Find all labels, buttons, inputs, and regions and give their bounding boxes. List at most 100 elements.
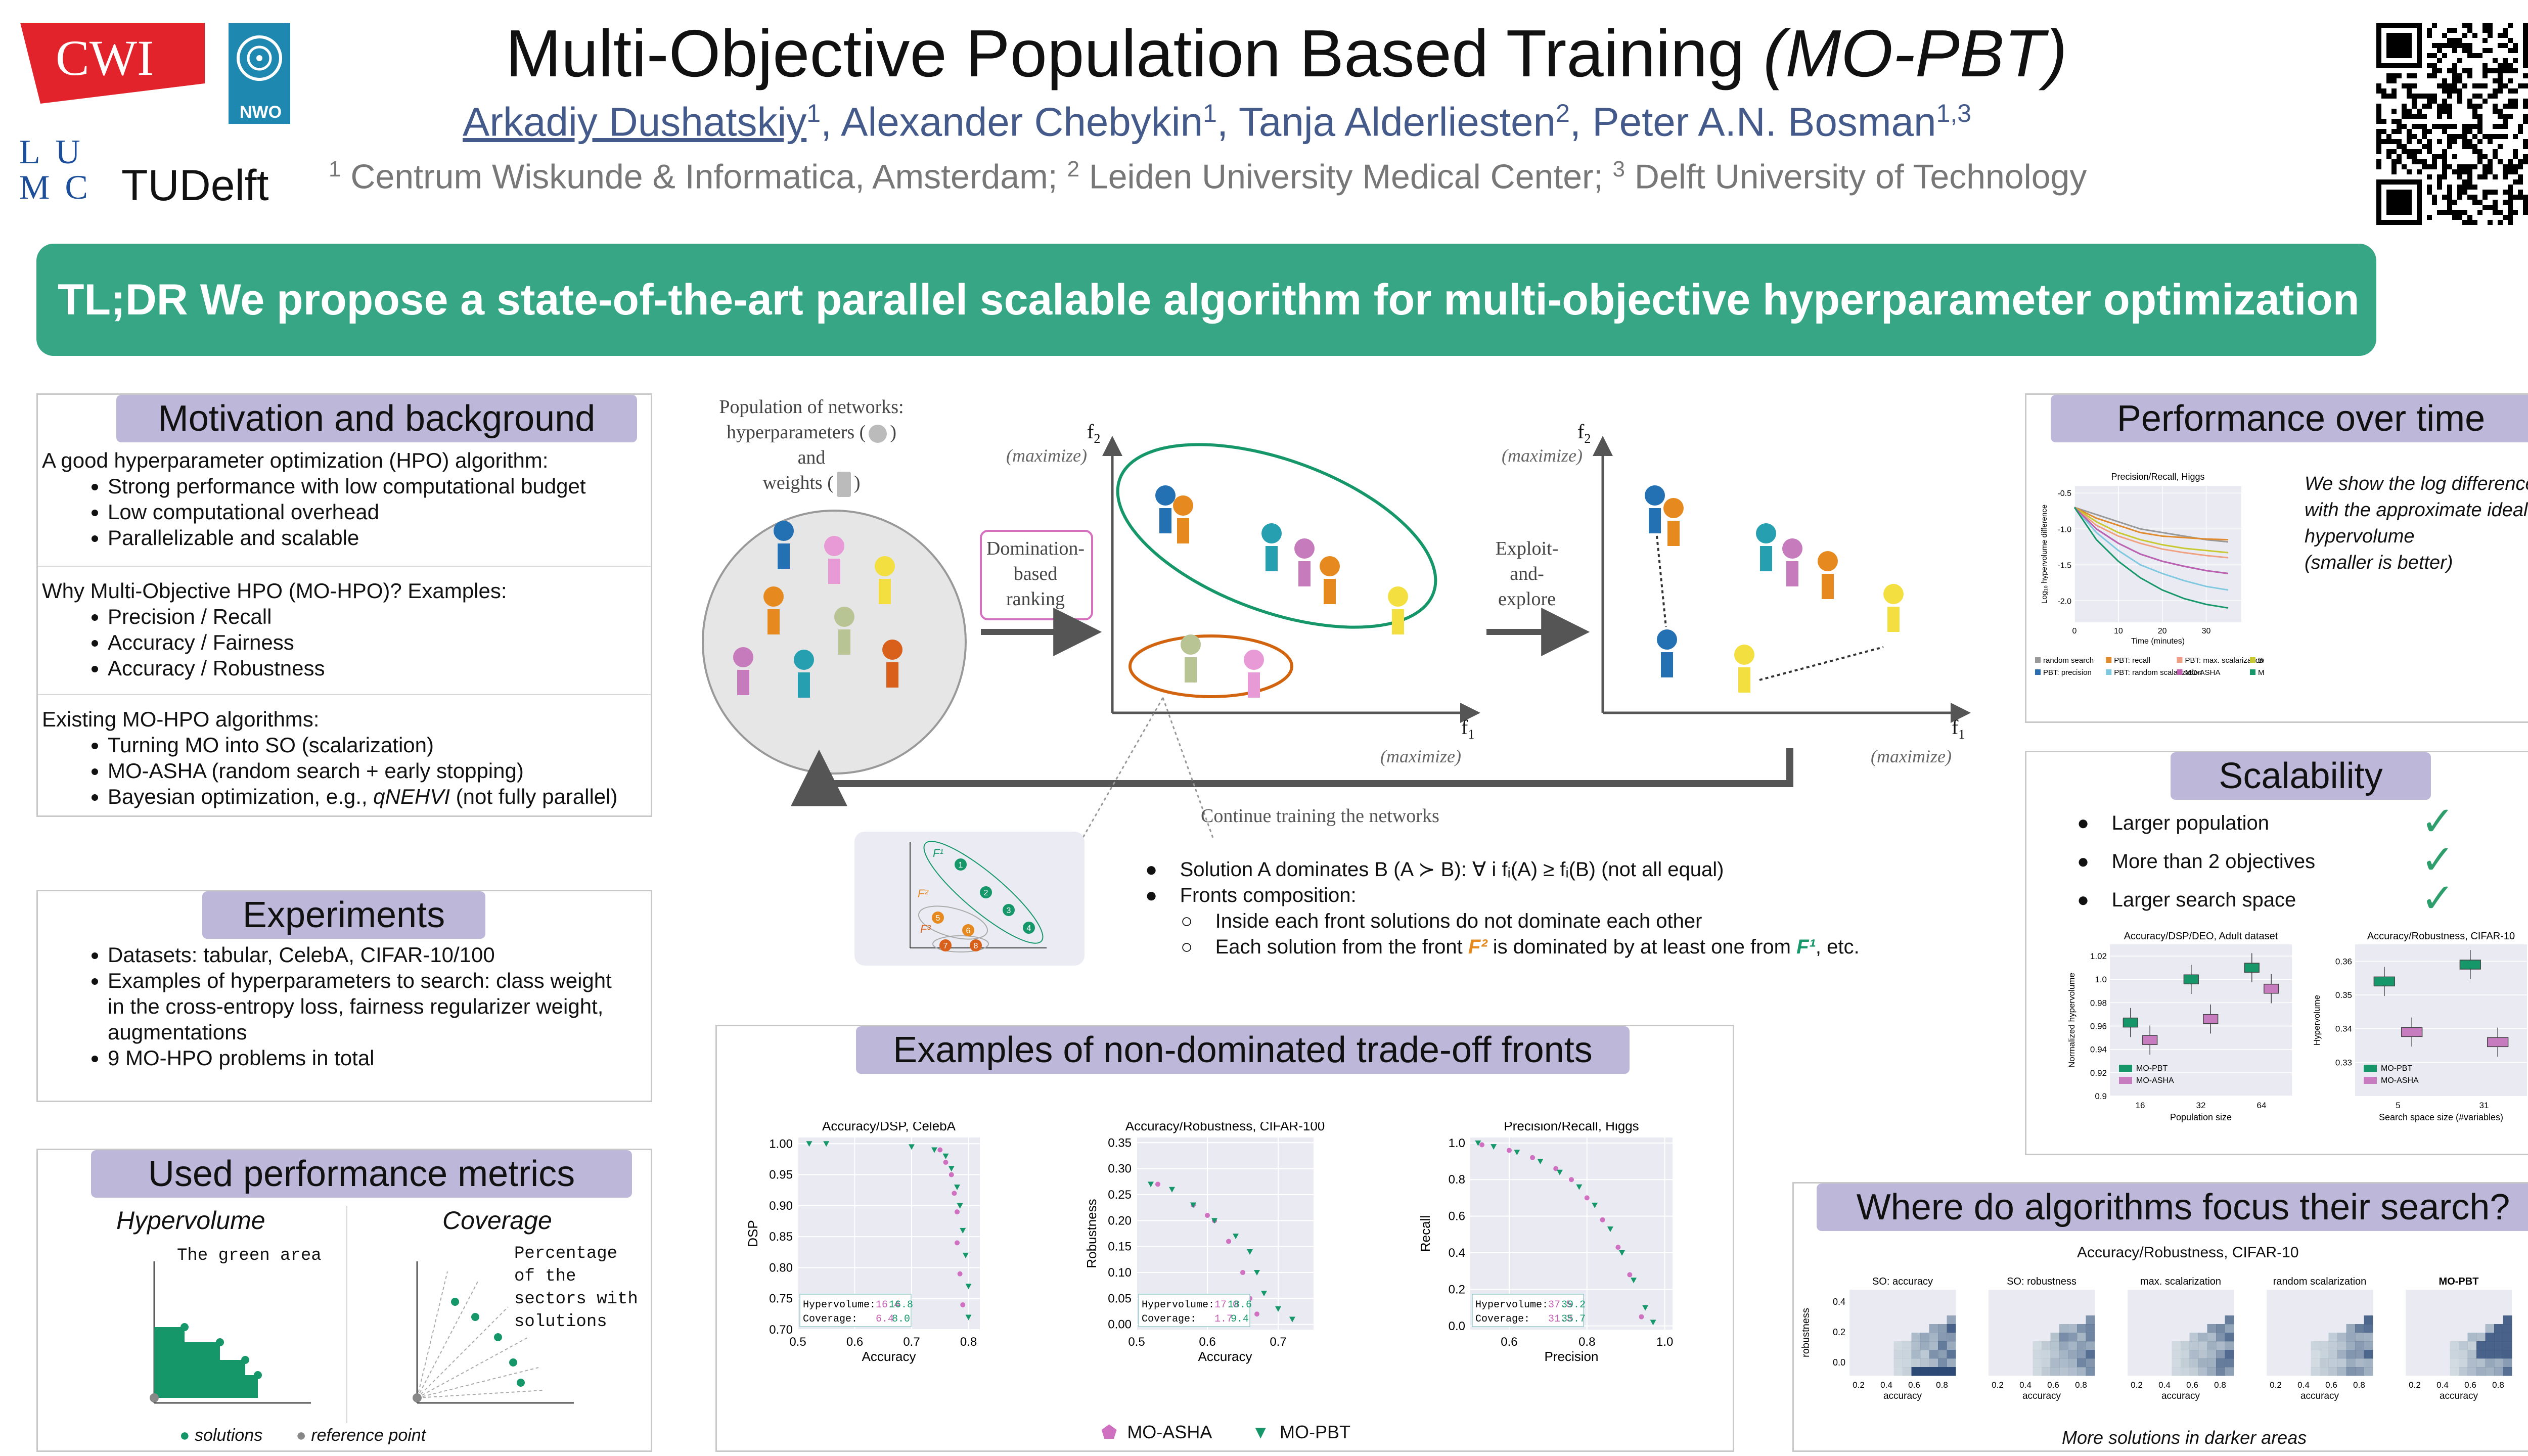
qr-module (2381, 139, 2386, 144)
heatmap-cell (1911, 1358, 1921, 1368)
qr-module (2462, 83, 2467, 88)
front-plot-1: 0.5 0.6 0.7 0.8 0.70 0.75 0.80 0.85 0.90 0.95 1.00… (745, 1122, 980, 1364)
qr-module (2472, 109, 2477, 114)
heatmap-cell (2181, 1341, 2190, 1350)
zoom-line-2 (1162, 697, 1214, 839)
hv-solution-4 (254, 1371, 262, 1379)
heatmap-cell (2346, 1333, 2356, 1342)
qr-module (2488, 205, 2493, 210)
qr-module (2457, 73, 2462, 78)
qr-module (2462, 210, 2467, 215)
heatmap-cell (1903, 1367, 1912, 1376)
qr-module (2412, 73, 2417, 78)
heatmap-cell (1938, 1358, 1947, 1368)
cov-sector-6 (417, 1390, 544, 1398)
cov-desc-2: sectors with (514, 1290, 638, 1309)
heatmap-cell (2042, 1367, 2051, 1376)
perf-legend-swatch (2106, 657, 2112, 663)
qr-module (2452, 124, 2457, 129)
qr-module (2397, 129, 2402, 134)
scalability-title: Scalability (2171, 752, 2431, 800)
y-tick-label: 0.15 (1108, 1240, 1132, 1254)
qr-module (2472, 83, 2477, 88)
qr-module (2452, 78, 2457, 83)
heatmap-cell (2494, 1350, 2503, 1359)
qr-module (2386, 154, 2391, 159)
qr-module (2407, 129, 2412, 134)
heatmap-cell (2077, 1324, 2086, 1333)
heatmap-x-tick: 0.2 (1992, 1380, 2004, 1390)
qr-module (2523, 154, 2528, 159)
qr-module (2503, 190, 2508, 195)
f2-net-2 (1244, 650, 1264, 698)
qr-module (2386, 73, 2391, 78)
qr-module (2437, 124, 2442, 129)
qr-module (2493, 134, 2498, 139)
qr-module (2457, 58, 2462, 63)
scal-background (2110, 944, 2292, 1096)
lumc-logo-top: LU (19, 132, 96, 171)
qr-module (2493, 149, 2498, 154)
heatmap-cell (2450, 1358, 2459, 1368)
author-1[interactable]: Arkadiy Dushatskiy (463, 99, 807, 145)
qr-module (2417, 114, 2422, 119)
heatmap-cell (2485, 1324, 2495, 1333)
heatmap-title: max. scalarization (2140, 1276, 2221, 1287)
right-f2: f (1577, 420, 1585, 443)
asha-point (1600, 1217, 1605, 1222)
qr-module (2452, 169, 2457, 174)
qr-module (2498, 144, 2503, 149)
perf-x-label: Time (minutes) (2131, 637, 2185, 646)
qr-module (2442, 210, 2447, 215)
r-net-copy-2 (1734, 645, 1754, 693)
lumc-logo-bottom: MC (19, 168, 103, 206)
x-tick-label: 0.6 (1199, 1335, 1215, 1349)
perf-legend-swatch (2106, 669, 2112, 675)
perf-y-label: Log₁₀ hypervolume difference (2040, 505, 2049, 604)
population-label: Population of networks: hyperparameters … (698, 394, 925, 497)
f1-net-1 (1155, 485, 1176, 533)
motivation-section-3: Existing MO-HPO algorithms: Turning MO i… (42, 706, 617, 809)
scal-x-tick: 16 (2136, 1101, 2145, 1110)
legend-asha-marker: ⬟ (1101, 1422, 1117, 1442)
perf-title: Precision/Recall, Higgs (2111, 472, 2204, 482)
heatmap-cell (2172, 1350, 2181, 1359)
qr-module (2427, 94, 2432, 99)
qr-module (2417, 169, 2422, 174)
qr-module (2407, 149, 2412, 154)
qr-module (2376, 114, 2381, 119)
heatmap-cell (2503, 1341, 2512, 1350)
qr-module (2513, 149, 2518, 154)
f1-net-3 (1261, 523, 1282, 571)
qr-module (2417, 109, 2422, 114)
qr-module (2432, 68, 2437, 73)
heatmap-cell (2189, 1341, 2199, 1350)
front-2-ellipse (1128, 634, 1293, 698)
affil-sup-1: 1 (329, 157, 341, 181)
qr-module (2513, 134, 2518, 139)
cov-pbt-value: 9.4 (1231, 1313, 1249, 1325)
def-3-row: ○ Inside each front solutions do not dom… (1181, 910, 1702, 932)
affil-3: Delft University of Technology (1624, 157, 2087, 196)
heatmap-cell (2467, 1341, 2477, 1350)
pbt-point (1261, 1291, 1267, 1297)
scal-y-tick: 0.96 (2090, 1022, 2107, 1031)
qr-module (2467, 144, 2472, 149)
cov-sector-5 (417, 1367, 539, 1398)
qr-code[interactable] (2376, 23, 2528, 225)
qr-module (2376, 134, 2381, 139)
qr-module (2422, 164, 2427, 169)
cov-solution-1 (451, 1298, 459, 1306)
qr-module (2462, 48, 2467, 53)
heatmap-cell (2050, 1367, 2060, 1376)
qr-module (2457, 78, 2462, 83)
motivation-b2-1: Accuracy / Fairness (108, 629, 507, 655)
qr-module (2467, 53, 2472, 58)
qr-module (2503, 63, 2508, 68)
qr-module (2412, 124, 2417, 129)
qr-module (2447, 210, 2452, 215)
scal-box (2244, 963, 2260, 973)
perf-legend-swatch (2250, 669, 2255, 675)
asha-point (955, 1240, 960, 1246)
heatmap-cell (2077, 1333, 2086, 1342)
